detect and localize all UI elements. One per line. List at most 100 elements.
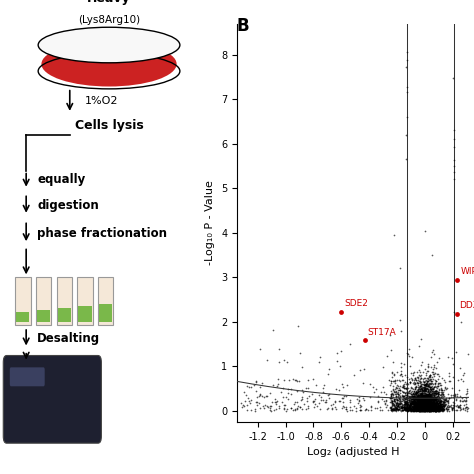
- Point: [411, 404, 419, 411]
- Point: [393, 404, 401, 411]
- Point: [407, 395, 415, 403]
- Point: [405, 398, 413, 406]
- Point: [428, 403, 435, 410]
- Point: [404, 406, 412, 414]
- Point: [428, 407, 435, 414]
- Point: [421, 407, 429, 414]
- Point: [422, 402, 430, 410]
- Point: [432, 403, 440, 411]
- Point: [400, 396, 407, 404]
- Point: [430, 392, 438, 400]
- Point: [423, 406, 430, 413]
- Point: [431, 394, 438, 401]
- Point: [423, 385, 430, 392]
- Point: [387, 387, 394, 395]
- Point: [424, 404, 431, 411]
- Point: [435, 406, 443, 413]
- Point: [420, 392, 428, 400]
- Point: [408, 406, 415, 413]
- Point: [256, 391, 264, 398]
- Point: [460, 401, 468, 409]
- Point: [407, 406, 414, 414]
- Point: [274, 375, 282, 383]
- Point: [426, 371, 434, 379]
- Point: [431, 396, 438, 404]
- Point: [408, 398, 415, 406]
- Point: [430, 396, 438, 404]
- Point: [436, 395, 443, 402]
- Point: [418, 390, 426, 397]
- Point: [416, 389, 423, 396]
- Point: [416, 406, 423, 414]
- Point: [419, 403, 426, 411]
- Point: [410, 393, 417, 401]
- Point: [445, 354, 452, 361]
- Point: [407, 397, 415, 405]
- Point: [422, 407, 429, 414]
- Point: [415, 406, 423, 414]
- Point: [448, 355, 456, 362]
- Point: [411, 403, 419, 411]
- Point: [415, 405, 423, 412]
- Point: [432, 405, 440, 413]
- Point: [437, 402, 444, 410]
- Point: [420, 406, 428, 413]
- Point: [397, 403, 405, 410]
- Point: [425, 390, 432, 397]
- Point: [434, 383, 442, 390]
- Point: [416, 380, 424, 387]
- Point: [428, 401, 436, 409]
- Point: [402, 406, 410, 413]
- Point: [421, 404, 428, 412]
- Point: [415, 405, 423, 413]
- Point: [418, 396, 425, 404]
- Point: [429, 400, 437, 408]
- Point: [303, 397, 310, 405]
- Point: [418, 392, 425, 400]
- Point: [419, 405, 427, 413]
- Point: [430, 405, 438, 412]
- Point: [422, 404, 430, 412]
- Bar: [98, 277, 113, 325]
- Point: [436, 403, 444, 410]
- Point: [417, 406, 425, 414]
- Point: [427, 400, 435, 407]
- Point: [399, 395, 407, 403]
- Point: [252, 378, 260, 386]
- Point: [430, 383, 438, 391]
- Point: [420, 407, 428, 414]
- Point: [426, 399, 434, 407]
- Point: [269, 382, 277, 389]
- Point: [428, 406, 436, 413]
- Point: [415, 403, 422, 410]
- Point: [417, 402, 424, 410]
- Point: [423, 402, 430, 410]
- Point: [394, 406, 402, 414]
- Point: [413, 397, 420, 405]
- Point: [423, 402, 431, 410]
- Point: [419, 398, 427, 405]
- Point: [459, 372, 467, 379]
- Point: [430, 350, 438, 357]
- Point: [415, 405, 422, 412]
- Point: [417, 394, 424, 402]
- Point: [418, 394, 426, 401]
- Point: [418, 404, 426, 412]
- Point: [427, 406, 435, 414]
- Point: [408, 406, 415, 413]
- Point: [407, 390, 414, 398]
- Point: [429, 389, 437, 396]
- Point: [421, 399, 428, 407]
- Point: [419, 401, 427, 408]
- Point: [420, 406, 428, 414]
- Point: [447, 393, 455, 401]
- Point: [435, 405, 442, 413]
- Point: [400, 406, 407, 414]
- Point: [395, 376, 403, 383]
- Point: [410, 404, 417, 412]
- Point: [418, 390, 425, 398]
- Point: [414, 398, 421, 405]
- Point: [423, 406, 430, 413]
- Point: [419, 400, 427, 408]
- Point: [422, 397, 429, 405]
